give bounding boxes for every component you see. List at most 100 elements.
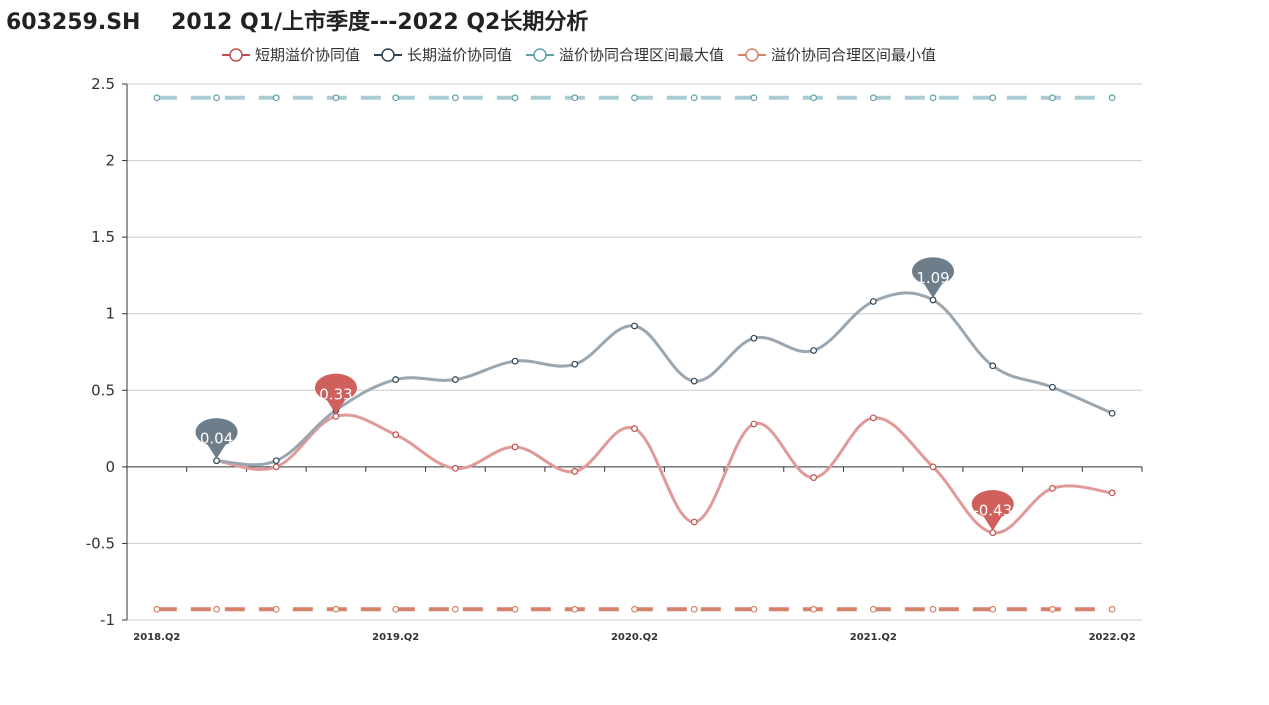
data-point xyxy=(631,94,638,102)
data-point xyxy=(1049,383,1056,391)
data-point xyxy=(810,474,818,481)
markpoint-label: 0.33 xyxy=(319,385,352,403)
data-point xyxy=(929,463,937,471)
data-point xyxy=(1108,489,1116,497)
legend-item[interactable]: 溢价协同合理区间最大值 xyxy=(526,44,724,65)
data-point xyxy=(213,457,220,465)
data-point xyxy=(213,605,220,613)
data-point xyxy=(750,605,758,613)
data-point xyxy=(810,347,818,354)
data-point xyxy=(1108,605,1116,613)
data-point xyxy=(1108,409,1116,417)
data-point xyxy=(332,94,340,102)
data-point xyxy=(690,605,698,613)
data-point xyxy=(989,605,997,613)
data-point xyxy=(153,605,161,613)
data-point xyxy=(392,431,400,439)
legend-circle-icon xyxy=(222,47,250,62)
data-point xyxy=(989,94,997,102)
data-point xyxy=(511,605,519,613)
data-point xyxy=(631,605,638,613)
markpoint-pin xyxy=(195,418,238,459)
data-point xyxy=(869,414,877,422)
data-point xyxy=(989,529,997,537)
data-point xyxy=(153,94,161,102)
x-tick-label: 2021.Q2 xyxy=(850,632,897,643)
legend-item[interactable]: 溢价协同合理区间最小值 xyxy=(738,44,936,65)
data-point xyxy=(392,376,400,383)
data-point xyxy=(1108,94,1116,102)
data-point xyxy=(213,94,220,102)
data-point xyxy=(690,518,698,526)
data-point xyxy=(869,605,877,613)
data-point xyxy=(571,94,579,102)
x-tick-label: 2022.Q2 xyxy=(1089,632,1136,643)
series-line xyxy=(216,413,1113,535)
legend-label: 溢价协同合理区间最小值 xyxy=(771,46,937,64)
data-point xyxy=(690,94,698,102)
y-tick-label: -0.5 xyxy=(86,534,115,552)
chart-title: 603259.SH 2012 Q1/上市季度---2022 Q2长期分析 xyxy=(6,10,589,35)
legend-label: 长期溢价协同值 xyxy=(407,46,513,64)
data-point xyxy=(989,362,997,370)
data-point xyxy=(929,94,937,102)
y-tick-label: 2.5 xyxy=(91,75,115,93)
data-point xyxy=(869,298,877,305)
data-point xyxy=(571,360,579,368)
legend-item[interactable]: 短期溢价协同值 xyxy=(222,44,360,65)
markpoint-pin xyxy=(314,373,357,415)
data-point xyxy=(750,94,758,102)
data-point xyxy=(272,457,280,465)
legend-circle-icon xyxy=(374,47,403,62)
data-point xyxy=(392,94,400,102)
legend-circle-icon xyxy=(738,47,767,62)
data-point xyxy=(332,412,340,420)
data-point xyxy=(929,605,937,613)
y-tick-label: 1 xyxy=(105,305,115,323)
data-point xyxy=(451,605,459,613)
data-point xyxy=(1049,484,1056,492)
data-point xyxy=(690,377,698,385)
markpoint-pin xyxy=(912,257,955,298)
data-point xyxy=(272,605,280,613)
legend-item[interactable]: 长期溢价协同值 xyxy=(374,44,512,65)
markpoint-pin xyxy=(971,490,1014,531)
data-point xyxy=(511,443,519,451)
y-tick-label: -1 xyxy=(100,611,115,629)
data-point xyxy=(451,94,459,102)
data-point xyxy=(810,605,818,613)
data-point xyxy=(631,322,638,330)
data-point xyxy=(631,425,638,432)
data-point xyxy=(750,420,758,428)
data-point xyxy=(1049,605,1056,613)
markpoint-label: -0.43 xyxy=(973,502,1012,520)
markpoint-label: 0.04 xyxy=(200,430,233,448)
data-point xyxy=(1049,94,1056,102)
data-point xyxy=(929,296,937,304)
data-point xyxy=(272,94,280,102)
data-point xyxy=(571,468,579,475)
data-point xyxy=(810,94,818,102)
legend: 短期溢价协同值 长期溢价协同值 溢价协同合理区间最大值 溢价协同合理区间最小值 xyxy=(222,44,936,65)
legend-circle-icon xyxy=(526,47,555,62)
y-tick-label: 2 xyxy=(105,152,115,170)
legend-label: 短期溢价协同值 xyxy=(255,46,361,64)
data-point xyxy=(511,94,519,102)
x-tick-label: 2018.Q2 xyxy=(133,632,180,643)
y-tick-label: 0 xyxy=(105,458,115,476)
data-point xyxy=(869,94,877,102)
x-tick-label: 2019.Q2 xyxy=(372,632,419,643)
markpoint-label: 1.09 xyxy=(916,269,949,287)
legend-label: 溢价协同合理区间最大值 xyxy=(559,46,725,64)
data-point xyxy=(750,334,758,342)
data-point xyxy=(332,605,340,613)
data-point xyxy=(272,463,280,471)
data-point xyxy=(451,376,459,383)
data-point xyxy=(451,464,459,472)
series-line xyxy=(216,291,1113,467)
data-point xyxy=(571,605,579,613)
x-tick-label: 2020.Q2 xyxy=(611,632,658,643)
data-point xyxy=(511,357,519,365)
y-tick-label: 0.5 xyxy=(91,381,115,399)
